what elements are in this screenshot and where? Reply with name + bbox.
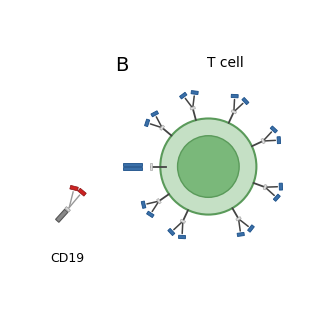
Polygon shape xyxy=(236,217,241,221)
Polygon shape xyxy=(190,107,196,110)
Text: CD19: CD19 xyxy=(51,252,85,265)
Circle shape xyxy=(160,118,256,215)
Polygon shape xyxy=(123,167,142,170)
Polygon shape xyxy=(123,163,142,166)
Polygon shape xyxy=(145,119,150,127)
Polygon shape xyxy=(151,111,158,117)
Polygon shape xyxy=(160,125,164,130)
Polygon shape xyxy=(273,194,280,201)
Polygon shape xyxy=(242,98,249,105)
Polygon shape xyxy=(180,219,186,223)
Text: T cell: T cell xyxy=(207,56,244,70)
Polygon shape xyxy=(270,126,277,133)
Circle shape xyxy=(178,136,239,197)
Polygon shape xyxy=(231,94,238,98)
Polygon shape xyxy=(65,207,70,212)
Polygon shape xyxy=(141,201,146,208)
Polygon shape xyxy=(191,91,198,95)
Polygon shape xyxy=(156,198,161,204)
Polygon shape xyxy=(231,110,236,114)
Polygon shape xyxy=(277,137,281,144)
Polygon shape xyxy=(237,232,244,236)
Text: B: B xyxy=(116,56,129,75)
Polygon shape xyxy=(78,188,86,196)
Polygon shape xyxy=(70,185,78,191)
Polygon shape xyxy=(279,183,283,190)
Polygon shape xyxy=(150,164,152,170)
Polygon shape xyxy=(261,138,265,144)
Polygon shape xyxy=(263,185,267,190)
Polygon shape xyxy=(147,211,154,218)
Polygon shape xyxy=(248,225,254,232)
Polygon shape xyxy=(179,235,186,239)
Polygon shape xyxy=(56,209,68,222)
Polygon shape xyxy=(180,92,187,99)
Polygon shape xyxy=(168,228,175,236)
